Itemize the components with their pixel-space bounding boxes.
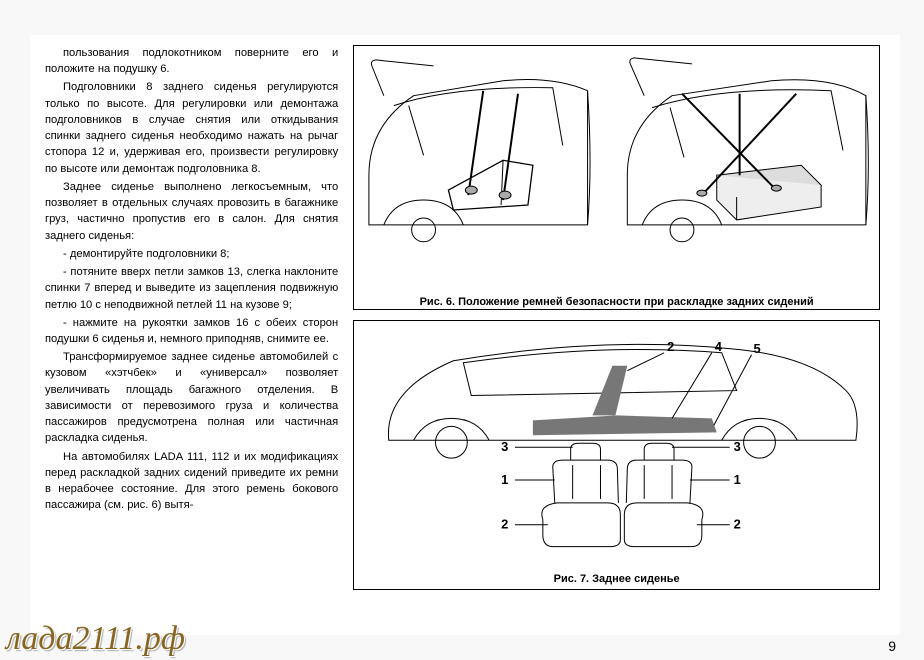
fig7-label-5: 5 xyxy=(754,341,761,356)
manual-page: пользования подлокотником поверните его … xyxy=(30,35,900,635)
fig7-seat-r1: 1 xyxy=(734,472,741,487)
fig7-label-4: 4 xyxy=(715,339,723,354)
para-4: Трансформируемое заднее сиденье автомоби… xyxy=(45,349,338,446)
para-1: пользования подлокотником поверните его … xyxy=(45,45,338,77)
para-5: На автомобилях LADA 111, 112 и их модифи… xyxy=(45,449,338,514)
figure-6-svg xyxy=(354,46,879,290)
fig7-seat-l2: 2 xyxy=(501,517,508,532)
list-item-2: - потяните вверх петли замков 13, слегка… xyxy=(45,264,338,313)
para-2: Подголовники 8 заднего сиденья регулирую… xyxy=(45,79,338,176)
para-3: Заднее сиденье выполнено легкосъемным, ч… xyxy=(45,179,338,244)
text-column: пользования подлокотником поверните его … xyxy=(45,45,353,625)
figure-7-svg: 2 4 5 xyxy=(354,321,879,567)
figure-6: Рис. 6. Положение ремней безопасности пр… xyxy=(353,45,880,310)
figure-7: 2 4 5 xyxy=(353,320,880,590)
figure-6-caption: Рис. 6. Положение ремней безопасности пр… xyxy=(354,290,879,312)
figure-column: Рис. 6. Положение ремней безопасности пр… xyxy=(353,45,880,625)
fig7-label-2: 2 xyxy=(667,339,674,354)
fig7-seat-r3: 3 xyxy=(734,439,741,454)
list-item-1: - демонтируйте подголовники 8; xyxy=(45,246,338,262)
fig7-seat-l3: 3 xyxy=(501,439,508,454)
list-item-3: - нажмите на рукоятки замков 16 с обеих … xyxy=(45,315,338,347)
page-number: 9 xyxy=(888,638,896,654)
fig7-seat-l1: 1 xyxy=(501,472,508,487)
figure-7-caption: Рис. 7. Заднее сиденье xyxy=(354,567,879,589)
fig7-seat-r2: 2 xyxy=(734,517,741,532)
